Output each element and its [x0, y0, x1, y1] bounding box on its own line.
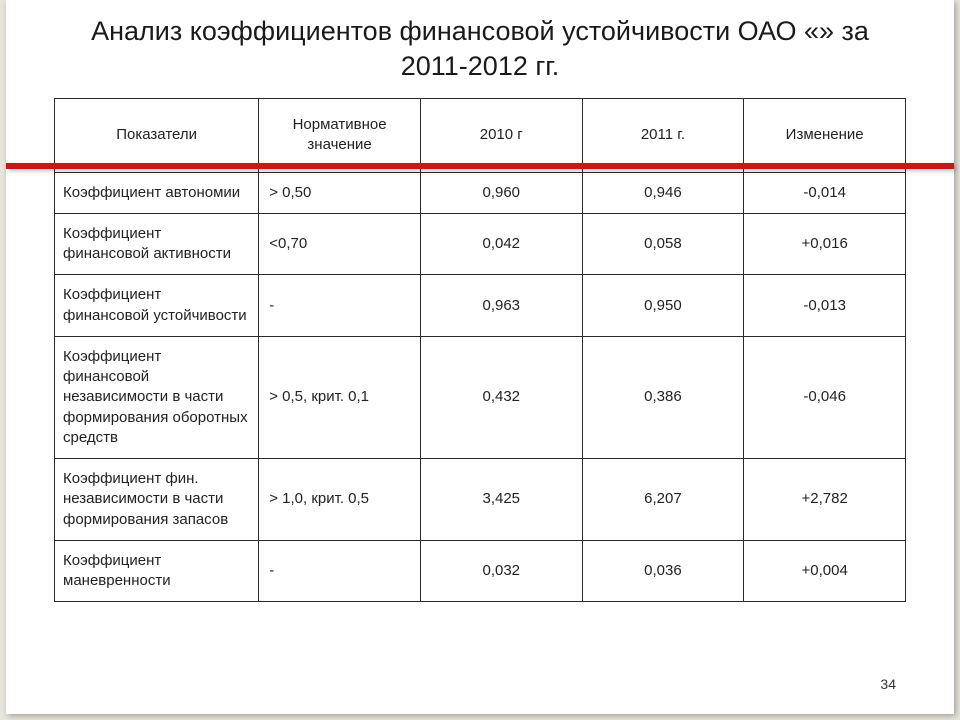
- cell-2010: 3,425: [420, 459, 582, 541]
- cell-2010: 0,963: [420, 275, 582, 337]
- cell-2010: 0,960: [420, 172, 582, 213]
- cell-change: -0,046: [744, 336, 906, 458]
- col-indicator: Показатели: [55, 99, 259, 173]
- cell-2011: 0,386: [582, 336, 744, 458]
- table-row: Коэффициент финансовой независимости в ч…: [55, 336, 906, 458]
- cell-norm: -: [259, 275, 421, 337]
- slide: Анализ коэффициентов финансовой устойчив…: [6, 0, 954, 714]
- cell-2011: 6,207: [582, 459, 744, 541]
- cell-2011: 0,058: [582, 213, 744, 275]
- accent-bar: [6, 163, 954, 169]
- cell-indicator: Коэффициент фин. независимости в части ф…: [55, 459, 259, 541]
- cell-norm: <0,70: [259, 213, 421, 275]
- table-row: Коэффициент финансовой устойчивости-0,96…: [55, 275, 906, 337]
- table-header-row: Показатели Нормативное значение 2010 г 2…: [55, 99, 906, 173]
- table-row: Коэффициент маневренности-0,0320,036+0,0…: [55, 540, 906, 602]
- cell-2010: 0,032: [420, 540, 582, 602]
- col-2011: 2011 г.: [582, 99, 744, 173]
- table-body: Коэффициент автономии> 0,500,9600,946-0,…: [55, 172, 906, 602]
- cell-norm: > 1,0, крит. 0,5: [259, 459, 421, 541]
- cell-norm: -: [259, 540, 421, 602]
- cell-change: +2,782: [744, 459, 906, 541]
- page-number: 34: [880, 676, 896, 692]
- cell-2011: 0,950: [582, 275, 744, 337]
- col-change: Изменение: [744, 99, 906, 173]
- table-row: Коэффициент фин. независимости в части ф…: [55, 459, 906, 541]
- cell-change: -0,013: [744, 275, 906, 337]
- cell-change: +0,004: [744, 540, 906, 602]
- cell-2011: 0,946: [582, 172, 744, 213]
- cell-change: +0,016: [744, 213, 906, 275]
- cell-indicator: Коэффициент автономии: [55, 172, 259, 213]
- cell-2011: 0,036: [582, 540, 744, 602]
- cell-2010: 0,432: [420, 336, 582, 458]
- cell-indicator: Коэффициент финансовой активности: [55, 213, 259, 275]
- cell-change: -0,014: [744, 172, 906, 213]
- table-row: Коэффициент автономии> 0,500,9600,946-0,…: [55, 172, 906, 213]
- cell-norm: > 0,5, крит. 0,1: [259, 336, 421, 458]
- cell-indicator: Коэффициент финансовой устойчивости: [55, 275, 259, 337]
- coefficients-table: Показатели Нормативное значение 2010 г 2…: [54, 98, 906, 602]
- slide-title: Анализ коэффициентов финансовой устойчив…: [54, 14, 906, 98]
- cell-indicator: Коэффициент маневренности: [55, 540, 259, 602]
- col-norm: Нормативное значение: [259, 99, 421, 173]
- table-row: Коэффициент финансовой активности<0,700,…: [55, 213, 906, 275]
- cell-2010: 0,042: [420, 213, 582, 275]
- col-2010: 2010 г: [420, 99, 582, 173]
- cell-indicator: Коэффициент финансовой независимости в ч…: [55, 336, 259, 458]
- cell-norm: > 0,50: [259, 172, 421, 213]
